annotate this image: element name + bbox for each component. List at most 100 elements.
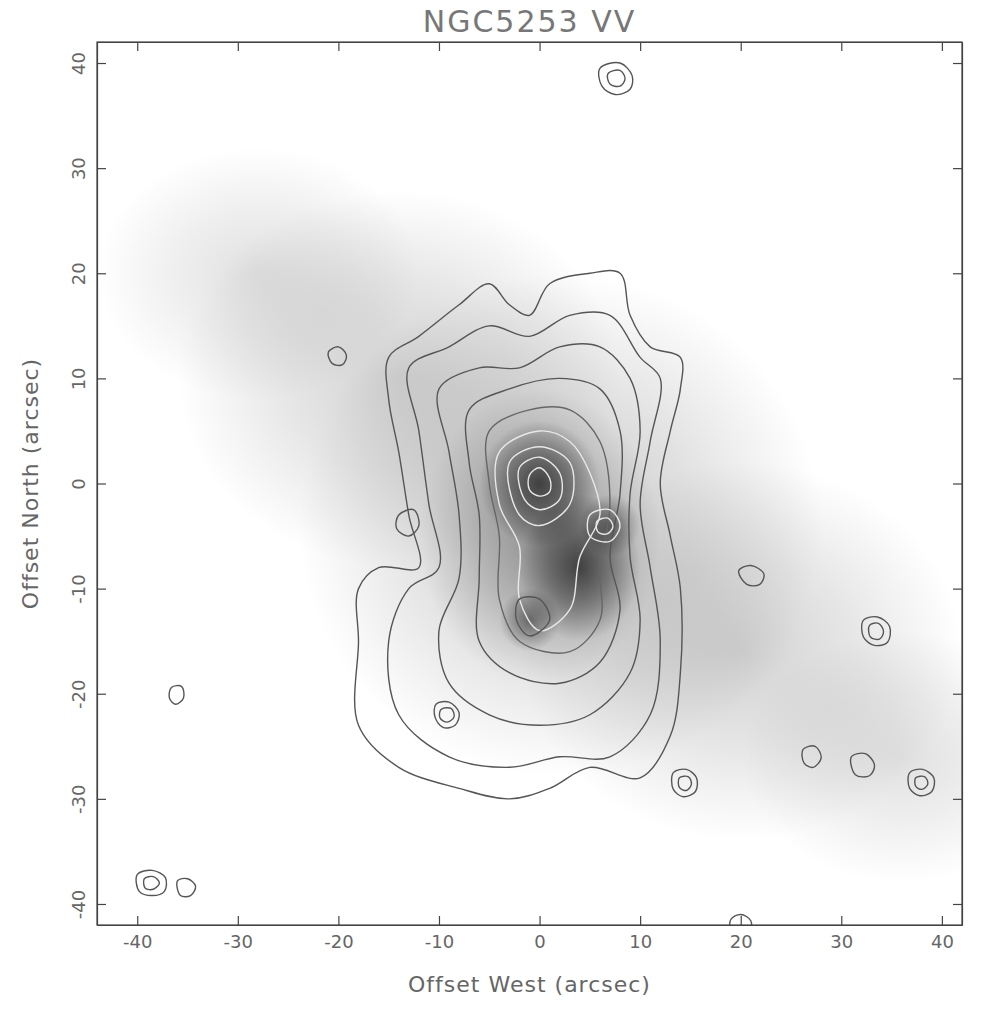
tick-mark	[137, 42, 138, 51]
tick: 30	[68, 157, 106, 180]
tick	[439, 42, 440, 51]
tick: 20	[730, 916, 753, 952]
contour-line	[136, 870, 166, 895]
tick-label: 20	[730, 931, 753, 952]
tick	[137, 42, 138, 51]
contour-line	[730, 914, 752, 925]
contour-line	[862, 617, 891, 646]
tick-mark	[97, 589, 106, 590]
contour-line	[607, 70, 625, 87]
tick-mark	[97, 273, 106, 274]
tick-label: -40	[68, 890, 89, 919]
tick: 40	[68, 52, 106, 75]
image-blob	[419, 389, 660, 683]
tick-label: 0	[68, 478, 89, 489]
tick-label: 0	[534, 931, 545, 952]
contour-line	[486, 407, 610, 653]
tick: 0	[534, 916, 545, 952]
tick-mark	[741, 42, 742, 51]
tick-mark	[539, 42, 540, 51]
contour-line	[396, 509, 419, 536]
tick-mark	[439, 916, 440, 925]
tick-mark	[953, 273, 962, 274]
y-axis-right	[953, 43, 963, 926]
tick	[953, 378, 962, 379]
tick-mark	[539, 916, 540, 925]
tick: -40	[123, 916, 152, 952]
contour-line	[328, 347, 346, 366]
contour-line	[915, 776, 928, 789]
tick-label: 10	[68, 367, 89, 390]
contour-line	[177, 878, 196, 896]
contour-line	[678, 776, 691, 790]
contour-line	[851, 753, 875, 777]
contour-line	[169, 686, 184, 705]
tick-mark	[953, 694, 962, 695]
x-axis-top	[98, 42, 963, 51]
tick: -10	[68, 574, 106, 603]
tick: 0	[68, 478, 106, 489]
tick-label: -10	[425, 931, 454, 952]
tick-mark	[953, 799, 962, 800]
contour-line	[495, 431, 600, 631]
tick-label: -10	[68, 574, 89, 603]
image-blob	[741, 631, 962, 883]
contour-line	[596, 518, 613, 534]
tick-mark	[97, 483, 106, 484]
tick	[942, 42, 943, 51]
tick: 30	[830, 916, 853, 952]
contour-line	[388, 312, 662, 767]
tick	[953, 63, 962, 64]
tick: 10	[629, 916, 652, 952]
tick-mark	[238, 916, 239, 925]
tick-mark	[97, 168, 106, 169]
tick: -40	[68, 890, 106, 919]
tick-label: -30	[224, 931, 253, 952]
tick-mark	[439, 42, 440, 51]
contour-line	[672, 769, 698, 797]
tick-mark	[238, 42, 239, 51]
image-blob	[499, 589, 559, 652]
tick-label: 30	[68, 157, 89, 180]
tick	[741, 42, 742, 51]
tick	[953, 168, 962, 169]
tick-mark	[741, 916, 742, 925]
contour-line	[869, 623, 884, 640]
tick-label: 10	[629, 931, 652, 952]
contour-line	[739, 565, 765, 585]
tick-mark	[338, 916, 339, 925]
x-axis: -40-30-20-10010203040	[98, 916, 963, 952]
x-axis-title: Offset West (arcsec)	[408, 972, 651, 997]
tick-mark	[953, 378, 962, 379]
tick: -20	[68, 680, 106, 709]
tick-mark	[942, 42, 943, 51]
contour-line	[355, 271, 683, 799]
tick-mark	[953, 168, 962, 169]
tick: 10	[68, 367, 106, 390]
tick-mark	[942, 916, 943, 925]
tick: -20	[324, 916, 353, 952]
tick	[841, 42, 842, 51]
tick-mark	[640, 42, 641, 51]
tick-mark	[841, 916, 842, 925]
tick: -10	[425, 916, 454, 952]
tick-mark	[953, 483, 962, 484]
contour-line	[437, 344, 640, 726]
tick-mark	[953, 63, 962, 64]
y-axis: -40 -30 -20 -10 0 10 20 30 40	[68, 43, 106, 926]
tick	[953, 484, 962, 485]
contour-line	[528, 468, 551, 496]
tick	[338, 42, 339, 51]
contour-line	[802, 746, 821, 768]
contour-line	[516, 597, 550, 636]
tick-label: -30	[68, 785, 89, 814]
contour-line	[599, 63, 633, 95]
contour-line	[587, 509, 620, 542]
tick-mark	[841, 42, 842, 51]
tick-label: -20	[324, 931, 353, 952]
tick-label: 20	[68, 262, 89, 285]
contour-line	[908, 769, 935, 796]
tick	[540, 42, 541, 51]
tick	[640, 42, 641, 51]
tick-mark	[97, 694, 106, 695]
